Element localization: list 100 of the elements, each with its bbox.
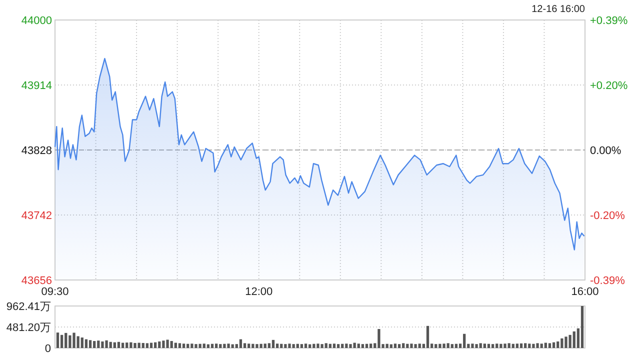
bar <box>219 344 222 348</box>
bar <box>426 326 430 348</box>
y2-tick-label: +0.20% <box>590 80 628 92</box>
bar <box>178 343 182 348</box>
y-tick-label: 962.41万 <box>6 300 51 313</box>
bar <box>280 344 283 348</box>
bar <box>214 344 218 348</box>
bar <box>292 344 295 348</box>
bar <box>336 344 340 348</box>
bar <box>166 340 169 348</box>
bar <box>406 344 409 348</box>
bar <box>508 343 510 348</box>
bar <box>194 344 198 348</box>
bar <box>142 342 144 348</box>
bar <box>64 332 68 348</box>
bar <box>463 334 466 348</box>
bar <box>349 344 352 348</box>
bar <box>487 344 490 348</box>
x-tick-label: 09:30 <box>41 286 69 298</box>
bar <box>138 342 140 348</box>
bar <box>540 344 543 348</box>
bar <box>268 343 270 348</box>
bar <box>88 340 92 348</box>
bar <box>76 336 80 348</box>
bar <box>72 332 76 348</box>
bar <box>239 339 242 348</box>
bar <box>296 344 299 348</box>
bar <box>564 336 568 348</box>
bar <box>496 344 498 348</box>
y2-tick-label: +0.39% <box>590 14 628 27</box>
bar <box>345 344 348 348</box>
bar <box>252 344 254 348</box>
bar <box>84 339 88 348</box>
bar <box>210 344 214 348</box>
bar <box>154 342 157 348</box>
bar <box>491 344 494 348</box>
bar <box>500 344 502 348</box>
bar <box>56 332 60 348</box>
bar <box>524 343 527 348</box>
bar <box>361 344 364 348</box>
y2-tick-label: -0.39% <box>590 274 626 287</box>
bar <box>158 341 161 348</box>
bar <box>552 342 556 348</box>
bar <box>288 344 291 348</box>
bar <box>520 343 523 348</box>
bar <box>320 344 324 348</box>
bar <box>504 344 506 348</box>
y-tick-label: 44000 <box>21 14 52 27</box>
y-tick-label: 43828 <box>21 144 52 157</box>
bar <box>446 343 450 348</box>
bar <box>117 342 120 348</box>
y-tick-label: 43742 <box>21 210 52 222</box>
bar <box>544 342 547 348</box>
bar <box>101 341 104 348</box>
bar <box>134 342 136 348</box>
bar <box>227 344 230 348</box>
bar <box>512 344 514 348</box>
bar <box>223 344 226 348</box>
bar <box>126 342 128 348</box>
bar <box>572 331 576 348</box>
bar <box>528 344 531 348</box>
bar <box>182 344 186 348</box>
bar <box>68 335 72 348</box>
bar <box>548 343 552 348</box>
bar <box>438 344 442 348</box>
x-tick-label: 16:00 <box>571 286 599 298</box>
x-tick-label: 12:00 <box>245 286 273 298</box>
bar <box>248 344 250 348</box>
y2-tick-label: 0.00% <box>590 144 622 157</box>
bar <box>483 344 486 348</box>
bar <box>276 344 279 348</box>
bar <box>398 344 401 348</box>
bar <box>308 344 312 348</box>
bar <box>560 338 564 348</box>
bar <box>198 344 202 348</box>
bar <box>264 344 266 348</box>
bar <box>475 344 478 348</box>
bar <box>256 344 258 348</box>
bar <box>284 344 287 348</box>
bar <box>260 344 262 348</box>
bar <box>130 342 132 348</box>
bar <box>206 344 210 348</box>
bar <box>402 343 405 348</box>
bar <box>113 342 116 348</box>
bar <box>231 344 234 348</box>
bar <box>121 342 124 348</box>
bar <box>386 344 388 348</box>
bar <box>97 340 100 348</box>
y-tick-label: 0 <box>44 342 51 355</box>
bar <box>556 341 560 348</box>
bar <box>202 344 206 348</box>
bar <box>332 344 336 348</box>
bar <box>479 343 482 348</box>
bar <box>414 344 417 348</box>
bar <box>80 338 84 348</box>
bar <box>516 344 519 348</box>
bar <box>150 342 153 348</box>
bar <box>390 344 392 348</box>
bar <box>568 334 572 348</box>
bar <box>341 344 344 348</box>
